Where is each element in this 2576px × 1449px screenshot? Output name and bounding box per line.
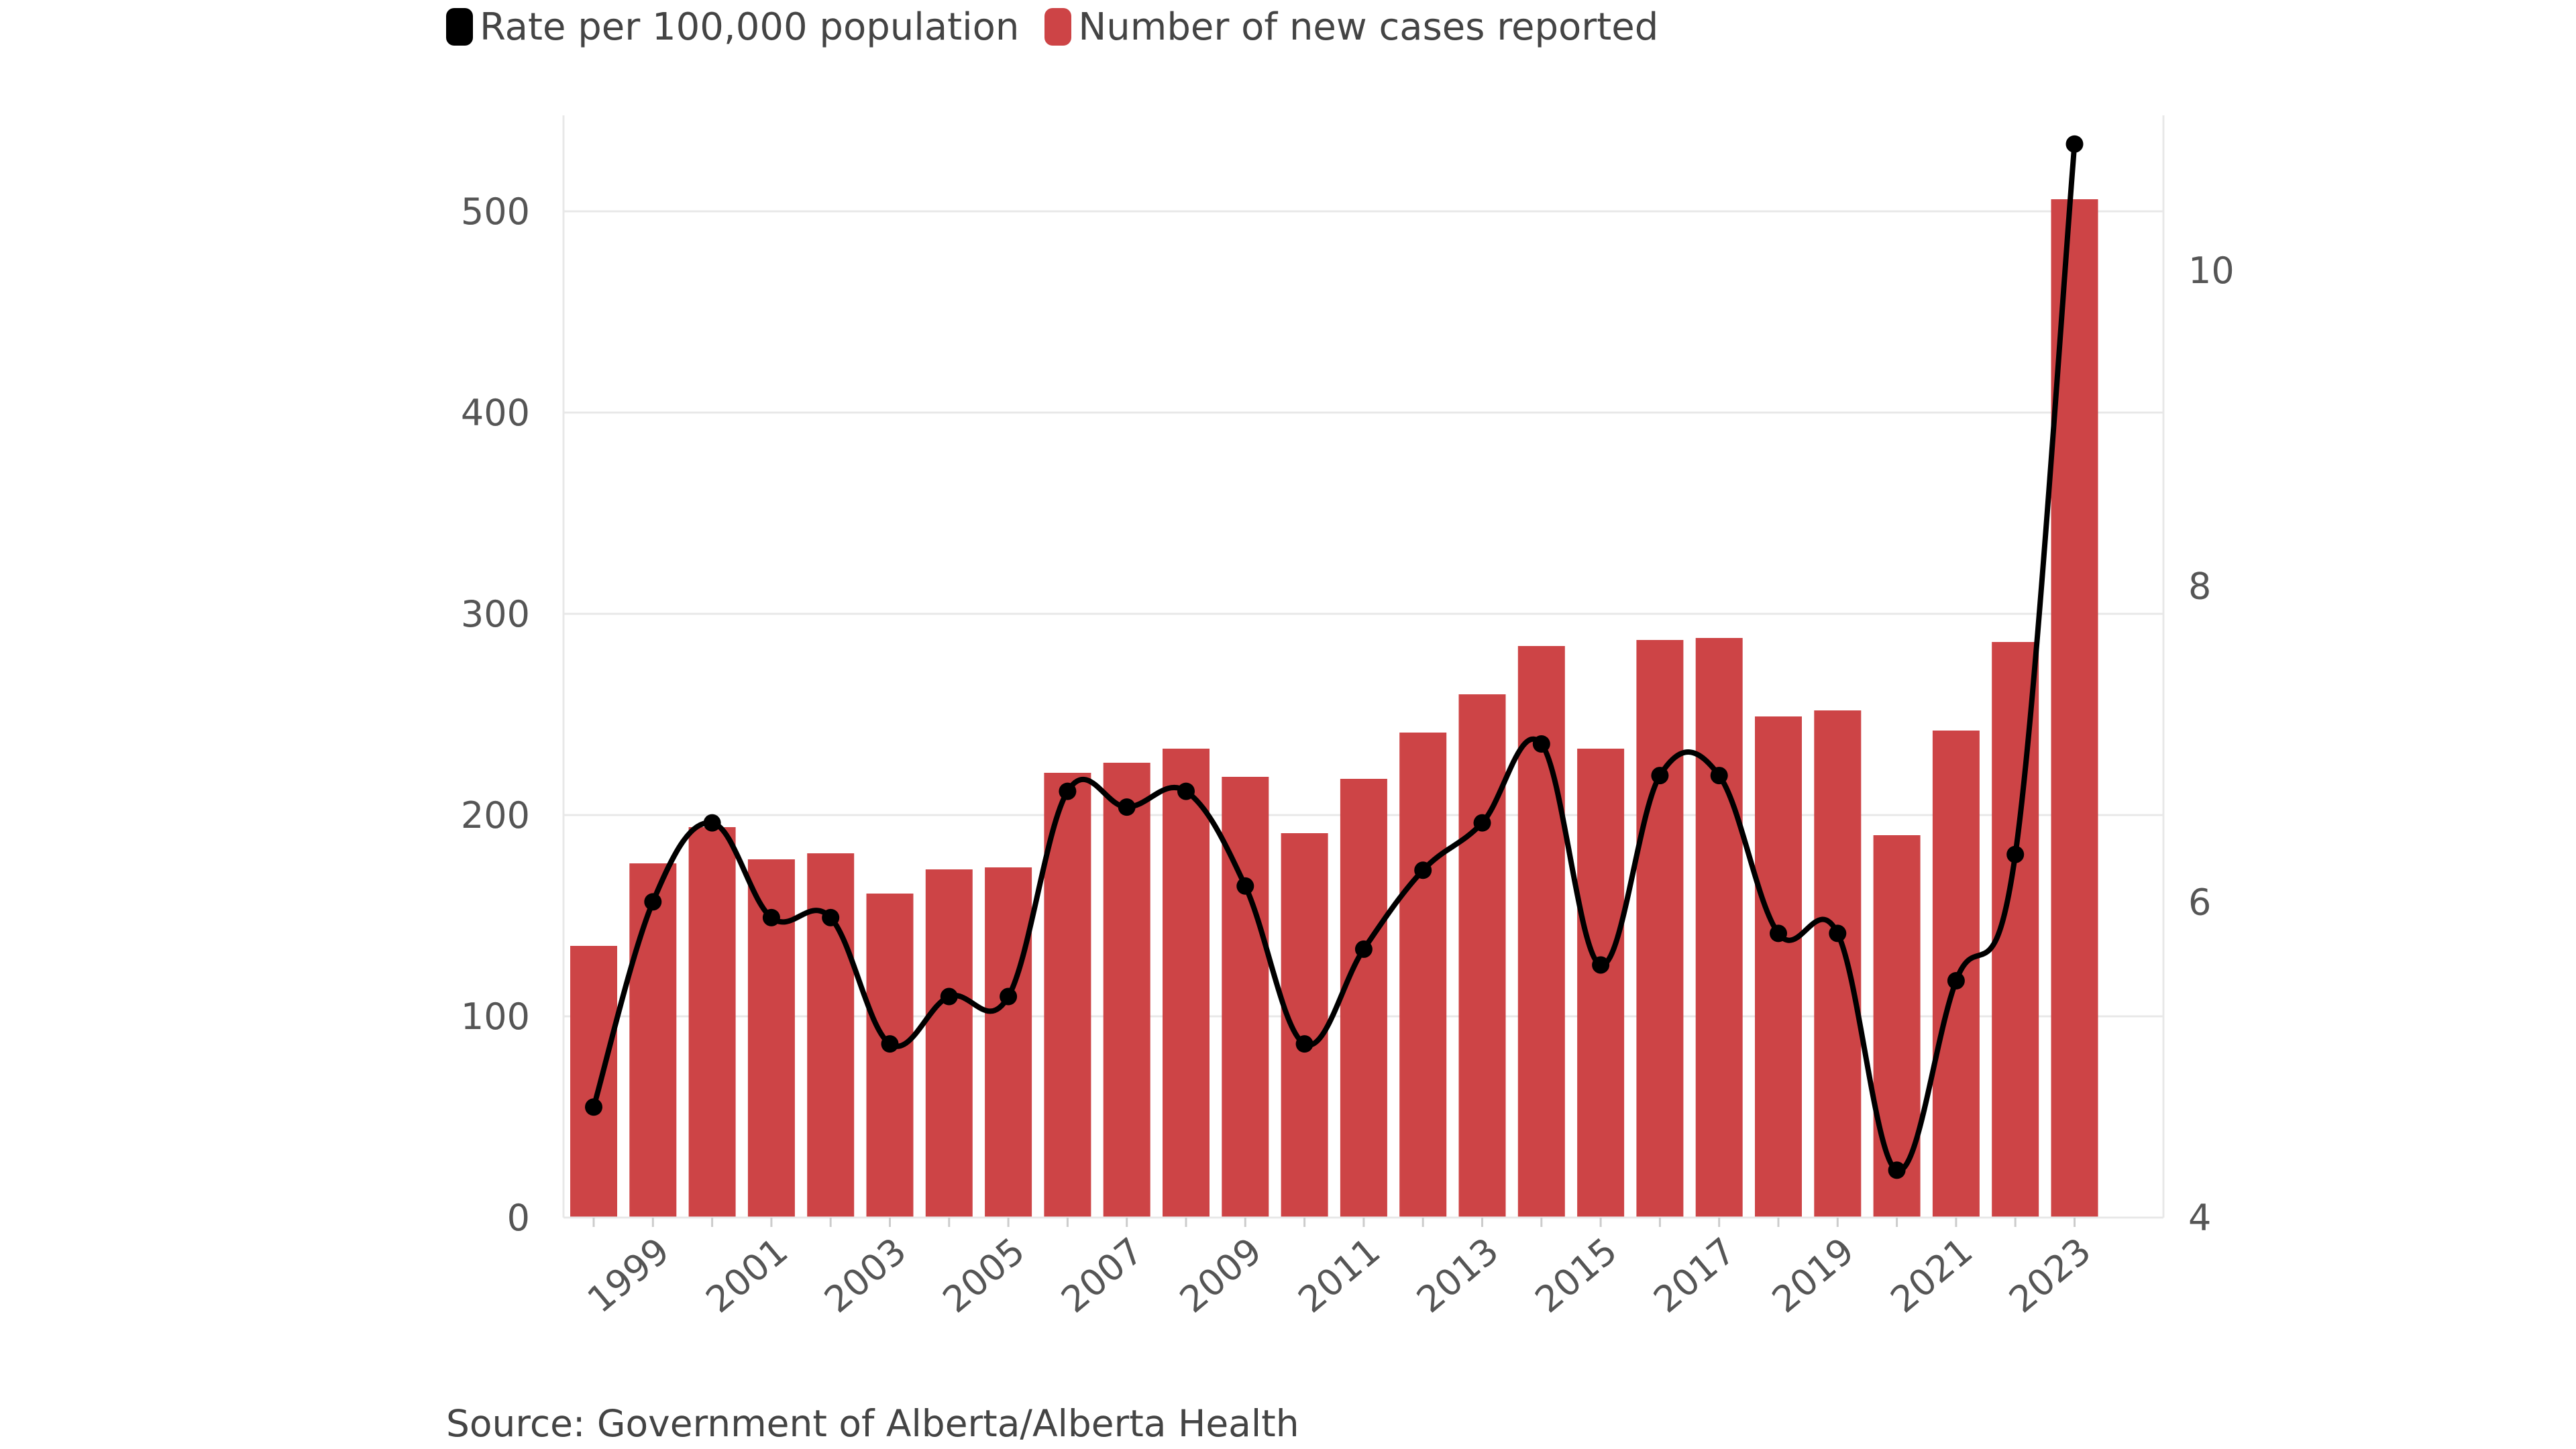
rate-point-2003[interactable] bbox=[881, 1035, 899, 1053]
y-right-tick-label: 10 bbox=[2188, 250, 2235, 292]
rate-point-2020[interactable] bbox=[1888, 1161, 1906, 1179]
y-left-tick-label: 300 bbox=[461, 593, 530, 635]
bar-2006[interactable] bbox=[1044, 773, 1091, 1218]
y-right-tick-label: 6 bbox=[2188, 881, 2211, 923]
legend-label-cases: Number of new cases reported bbox=[1078, 5, 1659, 49]
x-tick-label: 2015 bbox=[1527, 1230, 1625, 1322]
bar-2000[interactable] bbox=[688, 827, 736, 1218]
rate-point-2009[interactable] bbox=[1236, 877, 1254, 895]
rate-point-2016[interactable] bbox=[1651, 767, 1669, 785]
rate-point-2010[interactable] bbox=[1295, 1035, 1313, 1053]
bar-2015[interactable] bbox=[1577, 749, 1625, 1218]
bar-2018[interactable] bbox=[1755, 716, 1802, 1218]
rate-point-1999[interactable] bbox=[644, 893, 662, 911]
x-tick-label: 2021 bbox=[1882, 1230, 1980, 1322]
x-tick-label: 2009 bbox=[1172, 1230, 1270, 1322]
rate-point-2006[interactable] bbox=[1059, 782, 1077, 800]
source-note: Source: Government of Alberta/Alberta He… bbox=[446, 1402, 1299, 1445]
rate-point-2018[interactable] bbox=[1770, 924, 1787, 943]
rate-point-2007[interactable] bbox=[1118, 798, 1136, 816]
bar-2009[interactable] bbox=[1222, 777, 1269, 1218]
x-tick-label: 2001 bbox=[698, 1230, 796, 1322]
rate-point-2000[interactable] bbox=[703, 814, 721, 832]
rate-point-2013[interactable] bbox=[1473, 814, 1491, 832]
rate-point-2002[interactable] bbox=[822, 908, 840, 926]
rate-point-2012[interactable] bbox=[1414, 861, 1432, 879]
bar-2017[interactable] bbox=[1695, 638, 1743, 1218]
bar-1999[interactable] bbox=[629, 863, 677, 1218]
y-left-tick-label: 400 bbox=[461, 392, 530, 434]
y-right-tick-label: 4 bbox=[2188, 1197, 2211, 1239]
rate-point-2011[interactable] bbox=[1354, 940, 1373, 958]
bar-2005[interactable] bbox=[985, 867, 1032, 1218]
rate-point-2005[interactable] bbox=[1000, 987, 1018, 1006]
y-left-tick-label: 0 bbox=[507, 1197, 530, 1239]
rate-point-2019[interactable] bbox=[1829, 924, 1847, 943]
x-tick-label: 2005 bbox=[935, 1230, 1033, 1322]
bar-2014[interactable] bbox=[1517, 646, 1565, 1218]
rate-point-2001[interactable] bbox=[762, 908, 780, 926]
legend-item-cases[interactable]: Number of new cases reported bbox=[1044, 5, 1658, 49]
rate-point-2008[interactable] bbox=[1177, 782, 1195, 800]
rate-point-2023[interactable] bbox=[2065, 135, 2084, 153]
bar-2004[interactable] bbox=[925, 869, 973, 1218]
x-tick-label: 2003 bbox=[816, 1230, 914, 1322]
x-tick-label: 2019 bbox=[1764, 1230, 1862, 1322]
bar-2007[interactable] bbox=[1103, 763, 1150, 1218]
bar-2008[interactable] bbox=[1163, 749, 1210, 1218]
y-right-tick-label: 8 bbox=[2188, 566, 2211, 608]
rate-point-2014[interactable] bbox=[1532, 735, 1550, 753]
legend-swatch-rate bbox=[446, 8, 473, 46]
bar-2010[interactable] bbox=[1281, 833, 1328, 1218]
legend-item-rate[interactable]: Rate per 100,000 population bbox=[446, 5, 1019, 49]
rate-point-2021[interactable] bbox=[1947, 972, 1965, 989]
x-tick-label: 2017 bbox=[1646, 1230, 1743, 1322]
bar-2003[interactable] bbox=[866, 894, 914, 1218]
x-tick-label: 2011 bbox=[1290, 1230, 1388, 1322]
bar-2020[interactable] bbox=[1873, 835, 1921, 1218]
bar-2011[interactable] bbox=[1340, 779, 1387, 1218]
legend-swatch-cases bbox=[1044, 8, 1072, 46]
rate-point-2004[interactable] bbox=[940, 987, 958, 1006]
legend-label-rate: Rate per 100,000 population bbox=[480, 5, 1020, 49]
rate-point-1998[interactable] bbox=[585, 1098, 602, 1116]
bar-2019[interactable] bbox=[1814, 710, 1862, 1218]
x-tick-label: 1999 bbox=[580, 1230, 678, 1322]
x-tick-label: 2013 bbox=[1409, 1230, 1507, 1322]
bar-2012[interactable] bbox=[1399, 733, 1447, 1218]
chart-legend: Rate per 100,000 population Number of ne… bbox=[446, 0, 1658, 54]
bar-series bbox=[570, 199, 2098, 1218]
bar-2016[interactable] bbox=[1636, 640, 1684, 1218]
rate-point-2017[interactable] bbox=[1710, 767, 1728, 785]
x-tick-label: 2007 bbox=[1053, 1230, 1151, 1322]
bar-1998[interactable] bbox=[570, 946, 617, 1218]
y-left-tick-label: 500 bbox=[461, 191, 530, 233]
bar-2013[interactable] bbox=[1458, 694, 1506, 1218]
rate-point-2022[interactable] bbox=[2006, 845, 2025, 863]
rate-point-2015[interactable] bbox=[1592, 956, 1610, 974]
line-series bbox=[585, 135, 2084, 1179]
y-left-tick-label: 100 bbox=[461, 996, 530, 1038]
y-left-tick-label: 200 bbox=[461, 794, 530, 837]
x-tick-label: 2023 bbox=[2001, 1230, 2099, 1322]
